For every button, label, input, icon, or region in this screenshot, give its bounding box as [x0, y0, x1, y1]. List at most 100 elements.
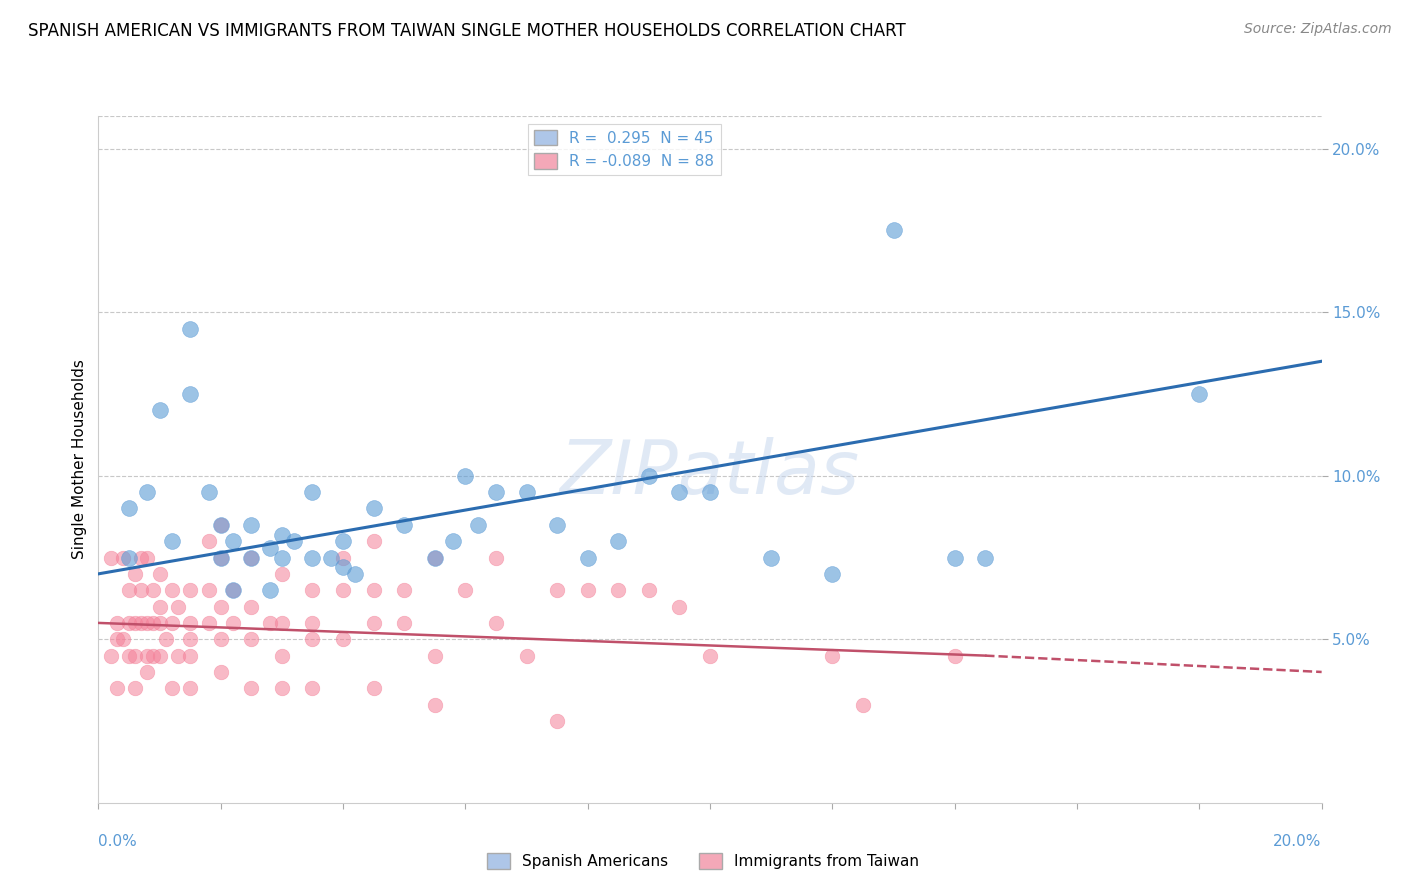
Point	[149, 566, 172, 581]
Point	[222, 615, 245, 630]
Point	[363, 681, 385, 696]
Point	[1188, 387, 1211, 401]
Point	[197, 485, 219, 500]
Point	[142, 615, 165, 630]
Point	[485, 485, 508, 500]
Point	[516, 485, 538, 500]
Point	[209, 550, 232, 565]
Point	[699, 648, 721, 663]
Point	[259, 615, 281, 630]
Point	[209, 550, 232, 565]
Point	[111, 550, 134, 565]
Point	[516, 648, 538, 663]
Point	[155, 632, 177, 647]
Point	[392, 615, 416, 630]
Text: SPANISH AMERICAN VS IMMIGRANTS FROM TAIWAN SINGLE MOTHER HOUSEHOLDS CORRELATION : SPANISH AMERICAN VS IMMIGRANTS FROM TAIW…	[28, 22, 905, 40]
Point	[197, 615, 219, 630]
Point	[160, 681, 183, 696]
Point	[301, 632, 323, 647]
Point	[240, 632, 263, 647]
Point	[319, 550, 342, 565]
Point	[546, 517, 568, 532]
Point	[197, 583, 219, 598]
Legend: Spanish Americans, Immigrants from Taiwan: Spanish Americans, Immigrants from Taiwa…	[481, 847, 925, 875]
Point	[852, 698, 875, 712]
Point	[149, 599, 172, 614]
Point	[883, 223, 905, 237]
Text: ZIPatlas: ZIPatlas	[560, 437, 860, 509]
Legend: R =  0.295  N = 45, R = -0.089  N = 88: R = 0.295 N = 45, R = -0.089 N = 88	[529, 124, 721, 176]
Point	[301, 485, 323, 500]
Point	[454, 468, 477, 483]
Point	[270, 615, 294, 630]
Point	[179, 681, 201, 696]
Point	[576, 550, 599, 565]
Point	[149, 648, 172, 663]
Point	[179, 387, 201, 401]
Point	[344, 566, 367, 581]
Point	[485, 615, 508, 630]
Point	[179, 648, 201, 663]
Point	[259, 541, 281, 555]
Point	[179, 615, 201, 630]
Point	[761, 550, 783, 565]
Point	[454, 583, 477, 598]
Point	[142, 648, 165, 663]
Point	[546, 583, 568, 598]
Point	[209, 632, 232, 647]
Point	[118, 615, 141, 630]
Point	[301, 681, 323, 696]
Point	[607, 583, 630, 598]
Point	[105, 681, 128, 696]
Point	[546, 714, 568, 728]
Point	[222, 534, 245, 549]
Point	[136, 485, 159, 500]
Point	[129, 583, 152, 598]
Point	[129, 550, 152, 565]
Point	[576, 583, 599, 598]
Point	[160, 615, 183, 630]
Point	[301, 550, 323, 565]
Point	[222, 583, 245, 598]
Point	[301, 583, 323, 598]
Point	[270, 566, 294, 581]
Point	[149, 615, 172, 630]
Point	[821, 566, 844, 581]
Point	[637, 468, 661, 483]
Point	[100, 648, 122, 663]
Point	[240, 681, 263, 696]
Point	[136, 665, 159, 679]
Point	[363, 583, 385, 598]
Point	[259, 583, 281, 598]
Point	[363, 615, 385, 630]
Point	[637, 583, 661, 598]
Point	[124, 615, 146, 630]
Point	[136, 615, 159, 630]
Point	[136, 550, 159, 565]
Point	[111, 632, 134, 647]
Point	[441, 534, 464, 549]
Point	[240, 599, 263, 614]
Point	[105, 615, 128, 630]
Point	[332, 560, 354, 574]
Point	[124, 566, 146, 581]
Y-axis label: Single Mother Households: Single Mother Households	[72, 359, 87, 559]
Point	[118, 550, 141, 565]
Point	[270, 681, 294, 696]
Point	[363, 534, 385, 549]
Point	[179, 321, 201, 335]
Point	[332, 534, 354, 549]
Point	[222, 583, 245, 598]
Point	[124, 681, 146, 696]
Point	[118, 501, 141, 516]
Point	[668, 485, 690, 500]
Point	[179, 632, 201, 647]
Text: 0.0%: 0.0%	[98, 834, 138, 849]
Point	[821, 648, 844, 663]
Point	[363, 501, 385, 516]
Point	[100, 550, 122, 565]
Point	[270, 527, 294, 541]
Point	[423, 698, 446, 712]
Point	[423, 648, 446, 663]
Point	[105, 632, 128, 647]
